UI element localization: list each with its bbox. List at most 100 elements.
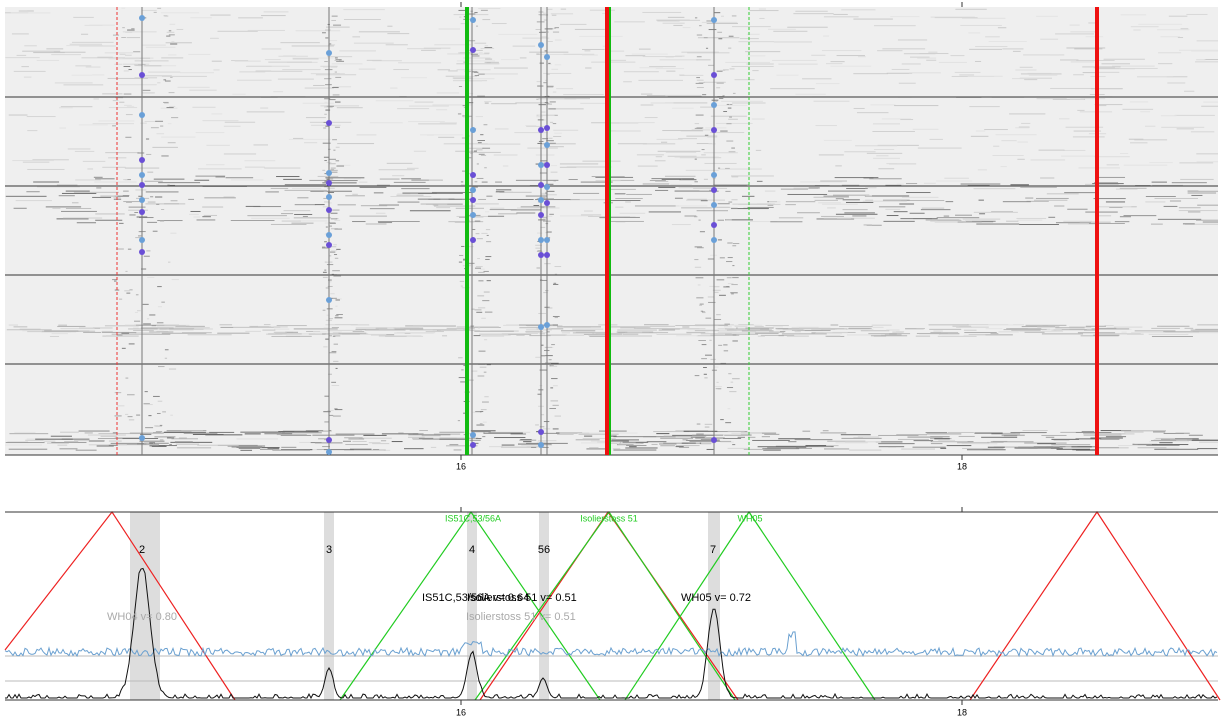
texture [481, 48, 495, 49]
texture [1018, 220, 1043, 221]
texture [676, 335, 698, 336]
texture [1076, 432, 1112, 433]
texture [721, 101, 763, 102]
texture [985, 36, 1000, 37]
texture [219, 324, 232, 325]
texture [160, 126, 163, 127]
energy-trace [5, 569, 1217, 699]
texture [732, 265, 734, 266]
texture [819, 154, 844, 155]
texture [336, 300, 340, 301]
texture [731, 433, 762, 434]
texture [478, 74, 485, 75]
texture [154, 425, 158, 426]
texture [882, 48, 925, 49]
texture [336, 249, 340, 250]
texture [485, 47, 493, 48]
texture [155, 197, 162, 198]
texture [105, 152, 139, 153]
texture [727, 387, 733, 388]
texture [560, 24, 586, 25]
texture [537, 86, 543, 87]
texture [145, 203, 185, 204]
texture [160, 221, 164, 222]
texture [161, 12, 199, 13]
texture [930, 332, 941, 333]
texture [468, 152, 501, 153]
texture [780, 331, 785, 332]
texture [550, 122, 553, 123]
texture [168, 54, 176, 55]
texture [978, 169, 987, 170]
texture [335, 306, 337, 307]
texture [51, 436, 72, 437]
texture [773, 31, 807, 32]
texture [539, 54, 564, 55]
texture [180, 72, 214, 73]
texture [119, 299, 122, 300]
texture [723, 438, 741, 439]
texture [700, 231, 705, 232]
texture [1152, 444, 1188, 445]
texture [46, 48, 63, 49]
texture [878, 443, 914, 444]
texture [826, 63, 842, 64]
texture [768, 205, 774, 206]
texture [492, 23, 507, 24]
texture [575, 29, 605, 30]
texture [1192, 440, 1218, 441]
texture [418, 106, 433, 107]
texture [643, 56, 683, 57]
texture [231, 179, 263, 180]
texture [864, 224, 872, 225]
texture [157, 286, 162, 287]
texture [723, 111, 727, 112]
texture [245, 167, 265, 168]
texture [168, 262, 170, 263]
detection [139, 197, 145, 203]
texture [714, 367, 718, 368]
texture [470, 440, 481, 441]
texture [1037, 443, 1056, 444]
texture [1155, 198, 1198, 199]
texture [719, 98, 723, 99]
texture [457, 69, 491, 70]
texture [325, 37, 328, 38]
texture [929, 324, 969, 325]
texture [63, 84, 103, 85]
texture [1145, 201, 1165, 202]
texture [1184, 91, 1194, 92]
texture [549, 146, 564, 147]
texture [1183, 223, 1195, 224]
texture [61, 211, 97, 212]
texture [944, 178, 969, 179]
texture [696, 77, 700, 78]
texture [892, 69, 910, 70]
texture [324, 102, 327, 103]
texture [390, 88, 397, 89]
texture [714, 286, 719, 287]
texture [146, 139, 149, 140]
texture [487, 280, 491, 281]
texture [9, 115, 28, 116]
texture [332, 351, 337, 352]
marker-label: IS51C,53/56A [445, 513, 501, 523]
texture [272, 450, 310, 451]
texture [1196, 220, 1218, 221]
texture [522, 38, 549, 39]
texture [95, 213, 124, 214]
texture [706, 48, 708, 49]
texture [155, 121, 163, 122]
texture [747, 55, 766, 56]
detection [139, 72, 145, 78]
texture [271, 188, 288, 189]
texture [327, 410, 333, 411]
texture [553, 180, 556, 181]
texture [326, 324, 369, 325]
texture [332, 16, 338, 17]
texture [555, 266, 562, 267]
texture [839, 326, 872, 327]
texture [278, 56, 308, 57]
texture [1133, 29, 1140, 30]
texture [649, 211, 681, 212]
